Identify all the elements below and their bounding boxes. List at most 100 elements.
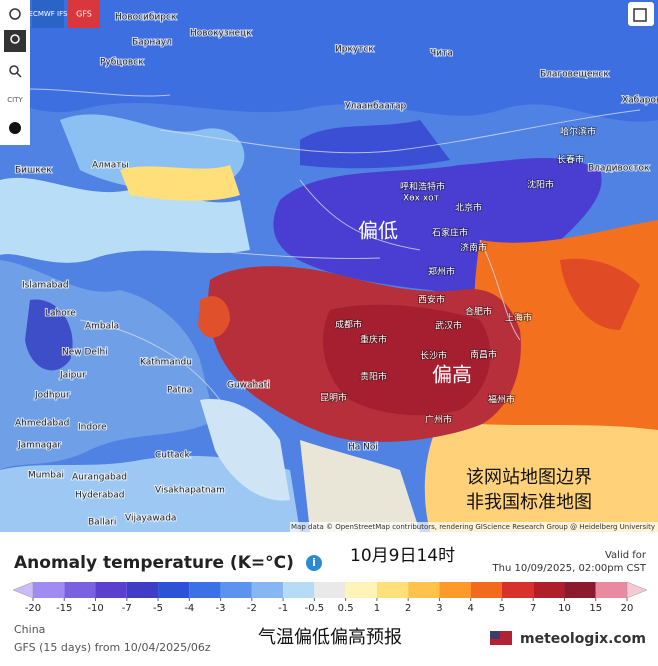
scale-swatch bbox=[33, 582, 65, 598]
model-button[interactable] bbox=[32, 0, 64, 28]
scale-swatch bbox=[158, 582, 190, 598]
low-label: 偏低 bbox=[358, 219, 398, 243]
warm-patch bbox=[120, 165, 240, 201]
scale-swatch bbox=[345, 582, 377, 598]
scale-label: 0.5 bbox=[338, 603, 354, 614]
scale-label: 5 bbox=[499, 603, 505, 614]
scale-arrow bbox=[12, 581, 34, 599]
city-label: 重庆市 bbox=[360, 334, 387, 346]
model-label[interactable]: ECMWF IFS bbox=[29, 10, 68, 18]
high-label: 偏高 bbox=[432, 363, 472, 387]
model-label[interactable]: GFS bbox=[76, 10, 92, 19]
city-label: 贵阳市 bbox=[360, 371, 387, 383]
scale-label: -5 bbox=[153, 603, 163, 614]
scale-swatch bbox=[533, 582, 565, 598]
flag-icon bbox=[490, 631, 500, 639]
city-label: Улаанбаатар bbox=[345, 102, 406, 112]
city-label: 沈阳市 bbox=[527, 179, 554, 191]
warm-core bbox=[322, 304, 491, 416]
scale-label: -10 bbox=[87, 603, 103, 614]
north-cold bbox=[0, 0, 658, 122]
scale-label: -4 bbox=[184, 603, 194, 614]
city-label: Jaipur bbox=[59, 371, 86, 381]
scale-label: -1 bbox=[278, 603, 288, 614]
warm-anomaly bbox=[560, 258, 640, 330]
legend-title: Anomaly temperature (K=°C) bbox=[14, 553, 294, 573]
city-label: Барнаул bbox=[132, 38, 172, 48]
toolbar: CITY ECMWF IFS GFS bbox=[0, 0, 654, 145]
city-label: Новосибирск bbox=[115, 13, 177, 23]
valid-time: Thu 10/09/2025, 02:00pm CST bbox=[492, 563, 647, 574]
city-label: New Delhi bbox=[62, 348, 108, 358]
info-icon: i bbox=[312, 556, 316, 569]
scale-label: -7 bbox=[122, 603, 132, 614]
city-label: 呼和浩特市 bbox=[400, 181, 445, 193]
scale-label: -20 bbox=[25, 603, 41, 614]
city-label: Бишкек bbox=[15, 166, 52, 176]
warm-sea bbox=[424, 420, 658, 532]
scale-swatch bbox=[126, 582, 159, 598]
city-label: Хөх хот bbox=[403, 194, 439, 204]
location-button[interactable] bbox=[4, 30, 26, 52]
refresh-button[interactable] bbox=[9, 8, 21, 20]
marker-button[interactable] bbox=[9, 122, 21, 134]
city-label: Islamabad bbox=[22, 281, 69, 291]
scale-swatch bbox=[376, 582, 409, 598]
map-note: 非我国标准地图 bbox=[466, 492, 592, 513]
city-label: Hyderabad bbox=[75, 491, 125, 501]
city-label: Guwahati bbox=[227, 381, 270, 391]
city-label: Хабаровск bbox=[622, 96, 658, 106]
city-label: Patna bbox=[167, 386, 192, 396]
warm-patch bbox=[198, 296, 230, 338]
info-button[interactable] bbox=[306, 555, 322, 571]
scale-swatch bbox=[283, 582, 315, 598]
city-label: 哈尔滨市 bbox=[560, 126, 596, 138]
city-label: Cuttack bbox=[155, 451, 191, 461]
city-label: 上海市 bbox=[505, 312, 532, 324]
scale-swatch bbox=[220, 582, 252, 598]
city-label: Чита bbox=[430, 49, 453, 59]
scale-swatch bbox=[408, 582, 440, 598]
city-label: 郑州市 bbox=[428, 266, 455, 278]
city-button[interactable]: CITY bbox=[7, 96, 23, 104]
map-note: 该网站地图边界 bbox=[466, 467, 592, 488]
city-labels: Новосибирск Барнаул Новокузнецк Рубцовск… bbox=[14, 12, 658, 529]
scale-swatch bbox=[501, 582, 534, 598]
city-label: 昆明市 bbox=[320, 392, 347, 404]
city-label: Ahmedabad bbox=[15, 419, 69, 429]
city-label: Ambala bbox=[85, 322, 119, 332]
pale-sea bbox=[300, 440, 420, 532]
city-label: Aurangabad bbox=[72, 473, 127, 483]
scale-swatch bbox=[564, 582, 596, 598]
zoom-button[interactable] bbox=[9, 65, 22, 78]
border-line bbox=[0, 88, 641, 401]
scale-swatch bbox=[251, 582, 284, 598]
model-run: GFS (15 days) from 10/04/2025/06z bbox=[14, 641, 211, 654]
map bbox=[0, 0, 658, 532]
scale-label: 15 bbox=[589, 603, 602, 614]
city-label: Благовещенск bbox=[540, 70, 609, 80]
city-label: Mumbai bbox=[28, 471, 64, 481]
light-patch bbox=[200, 399, 290, 501]
scale-label: 1 bbox=[374, 603, 380, 614]
city-label: 长沙市 bbox=[420, 350, 447, 362]
scale-swatch bbox=[189, 582, 221, 598]
cold-patch bbox=[25, 299, 73, 371]
city-label: 南昌市 bbox=[470, 349, 497, 361]
city-label: Новокузнецк bbox=[190, 29, 252, 39]
model-button[interactable] bbox=[68, 0, 100, 28]
city-label: Владивосток bbox=[588, 164, 650, 174]
city-label: 北京市 bbox=[455, 202, 482, 214]
city-label: 长春市 bbox=[557, 154, 584, 166]
scale-label: -3 bbox=[216, 603, 226, 614]
city-label: Иркутск bbox=[335, 45, 374, 55]
caption: 气温偏低偏高预报 bbox=[258, 627, 402, 648]
scale-swatch bbox=[470, 582, 502, 598]
scale-label: -2 bbox=[247, 603, 257, 614]
share-button[interactable] bbox=[628, 2, 654, 26]
attribution: Map data © OpenStreetMap contributors, r… bbox=[291, 523, 655, 531]
scale-label: 2 bbox=[405, 603, 411, 614]
time-label: 10月9日14时 bbox=[350, 546, 455, 566]
scale-label: -15 bbox=[56, 603, 72, 614]
scale-label: 10 bbox=[558, 603, 571, 614]
